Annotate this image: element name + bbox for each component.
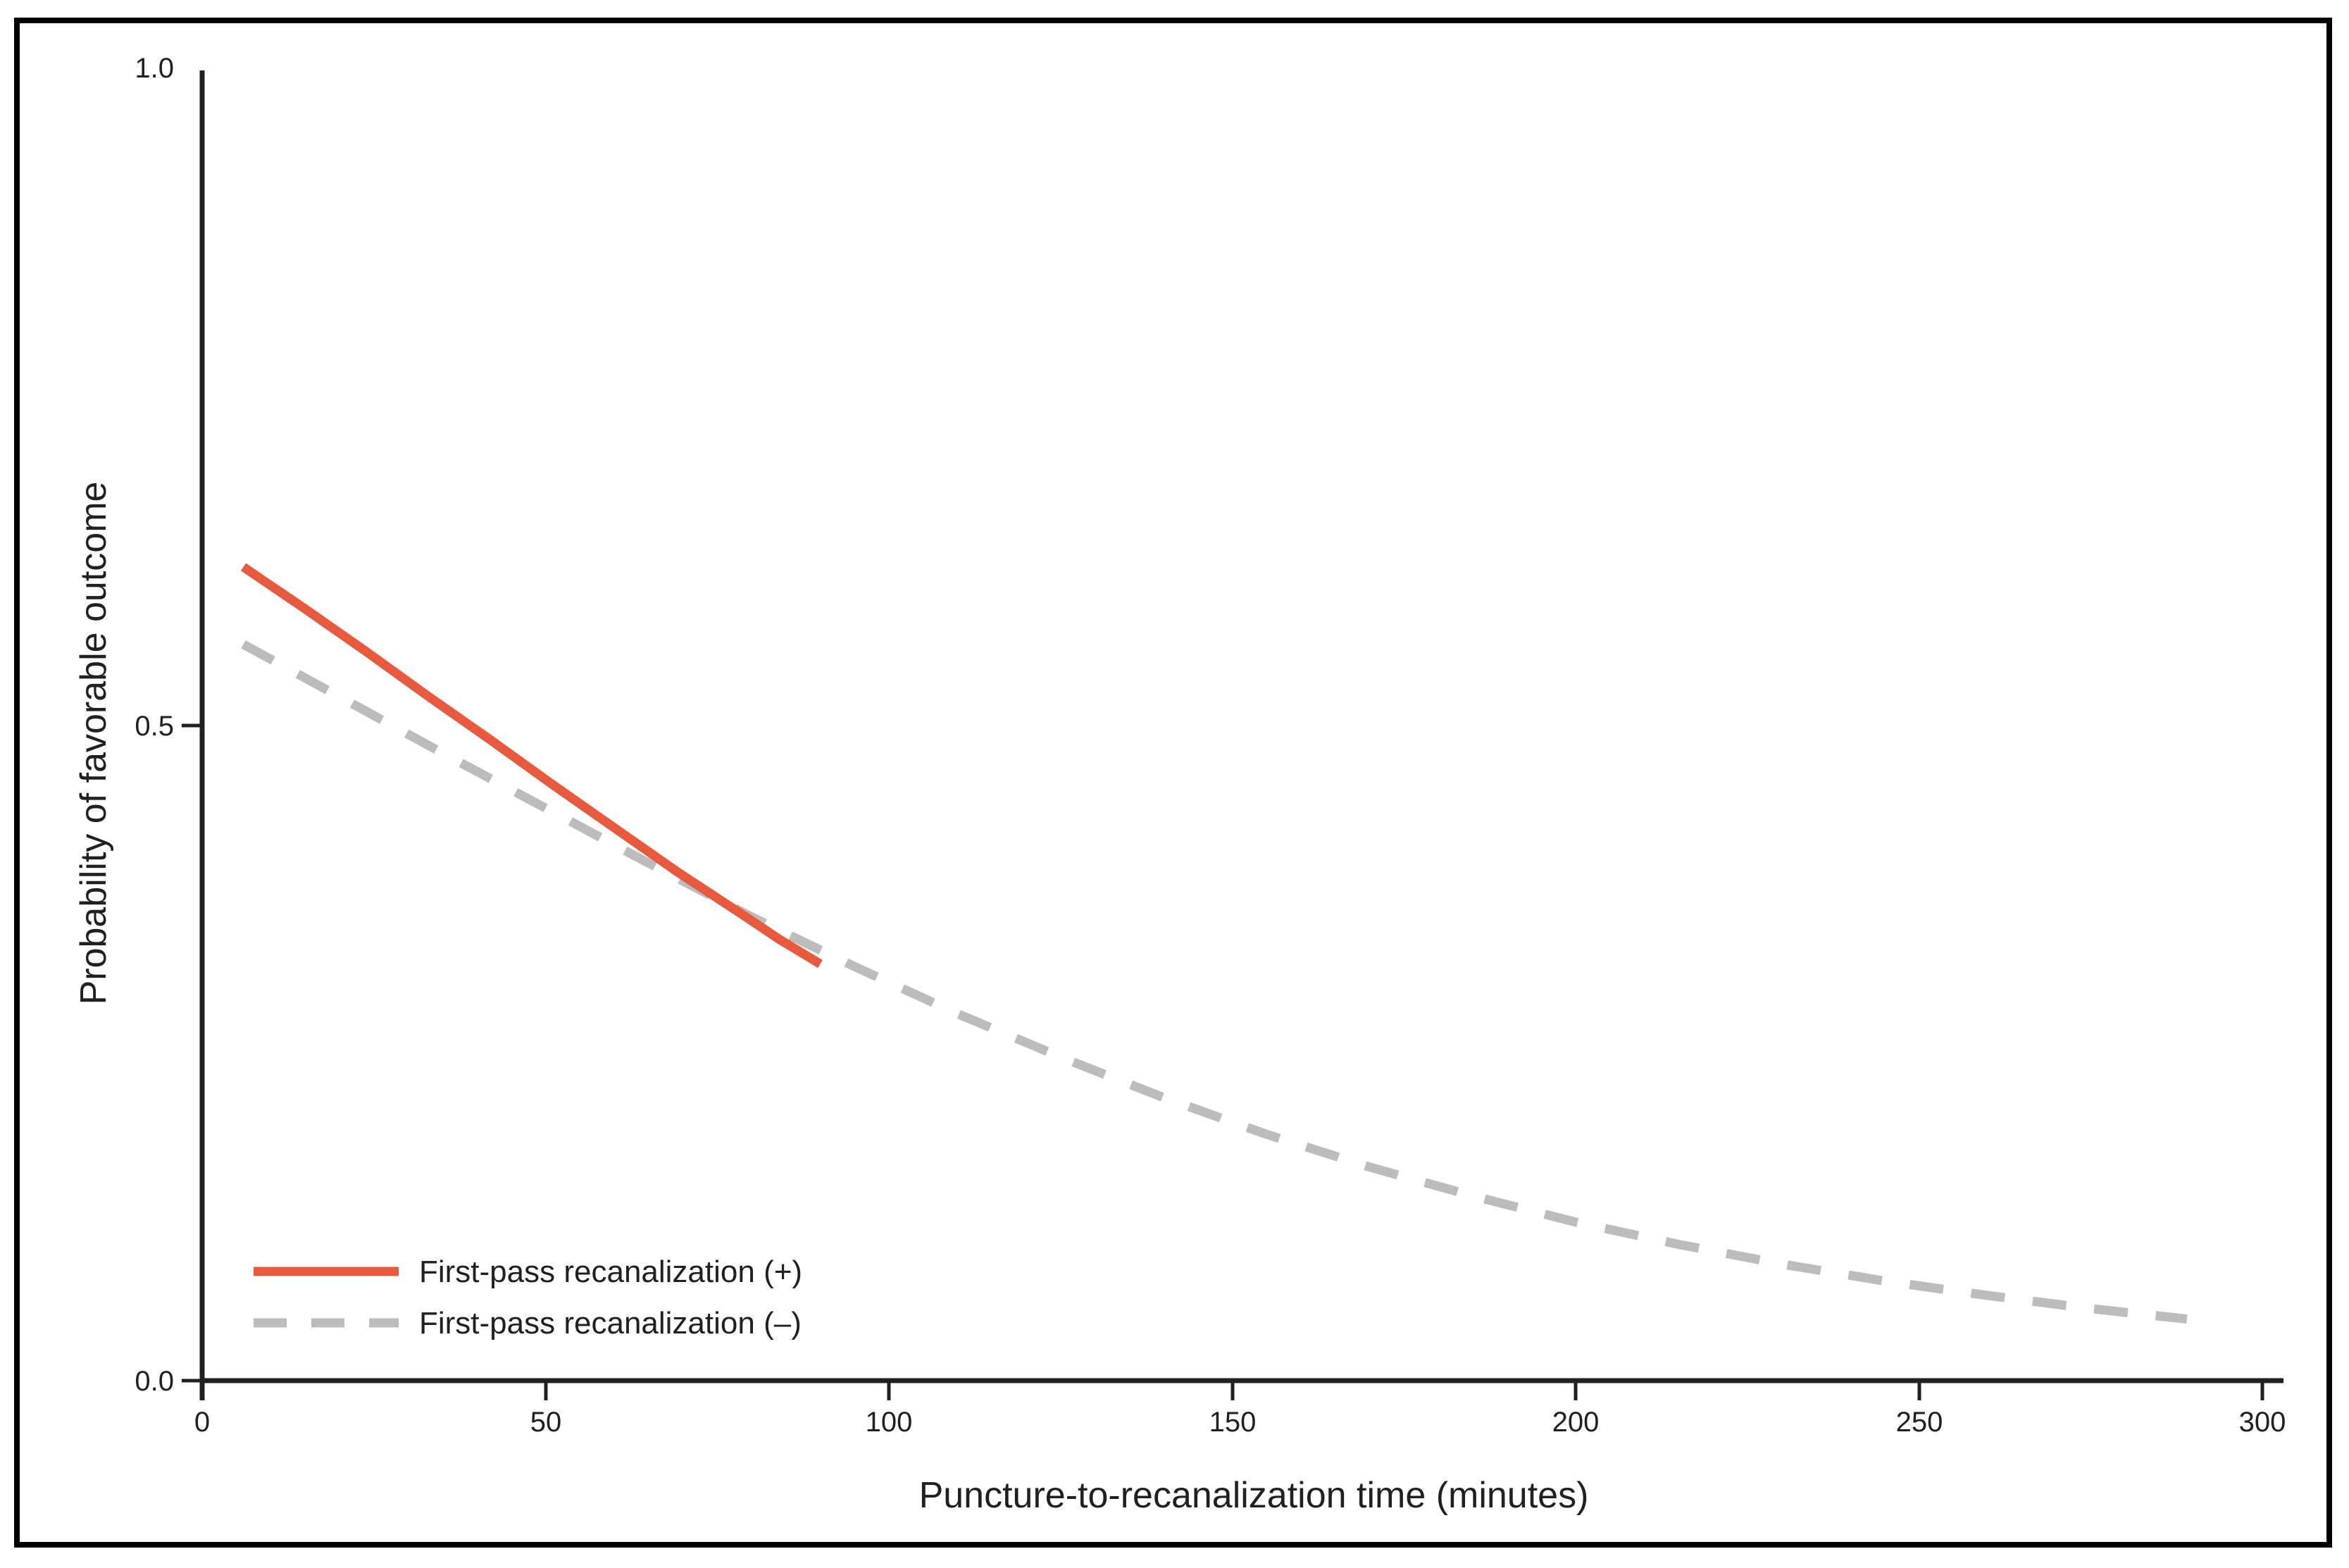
x-tick-label-100: 100 [866,1407,913,1438]
y-axis-title: Probability of favorable outcome [73,482,114,1005]
x-tick-label-0: 0 [194,1407,210,1438]
x-tick-label-150: 150 [1209,1407,1257,1438]
y-tick-label-1.0: 1.0 [135,53,174,84]
y-tick-labels: 0.0 0.5 1.0 [135,53,174,1397]
y-tick-label-0.0: 0.0 [135,1366,174,1397]
x-tick-labels: 0 50 100 150 200 250 300 [194,1407,2286,1438]
line-first-pass-recanalization-positive [240,563,823,969]
legend-label-positive: First-pass recanalization (+) [419,1255,802,1289]
y-tick-marks [182,723,202,1383]
legend: First-pass recanalization (+) First-pass… [254,1255,802,1340]
y-tick-label-0.5: 0.5 [135,711,174,742]
x-tick-label-50: 50 [530,1407,562,1438]
x-tick-label-200: 200 [1552,1407,1600,1438]
line-first-pass-recanalization-negative [241,640,2188,1324]
outer-frame [14,18,2332,1548]
x-tick-marks [544,1381,2264,1400]
x-tick-label-300: 300 [2239,1407,2286,1438]
x-tick-label-250: 250 [1896,1407,1943,1438]
x-axis-title: Puncture-to-recanalization time (minutes… [919,1475,1589,1516]
legend-label-negative: First-pass recanalization (–) [419,1306,802,1340]
